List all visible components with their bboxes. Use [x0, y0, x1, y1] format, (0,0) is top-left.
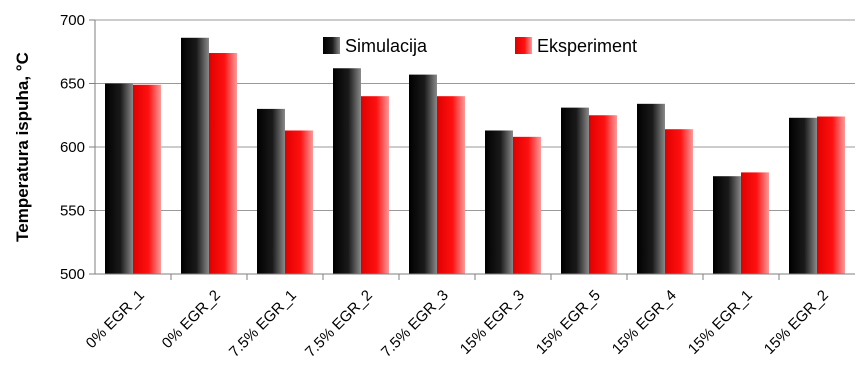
- x-tick-label: 7.5% EGR_1: [226, 287, 300, 361]
- x-tick-label: 7.5% EGR_2: [302, 287, 376, 361]
- bar-simulacija-3: [333, 68, 361, 274]
- y-axis-label: Temperatura ispuha, °C: [13, 52, 32, 242]
- bar-eksperiment-6: [589, 115, 617, 274]
- bar-simulacija-4: [409, 75, 437, 274]
- bar-simulacija-7: [637, 104, 665, 274]
- bar-simulacija-9: [789, 118, 817, 274]
- x-tick-label: 15% EGR_5: [533, 287, 604, 358]
- bar-eksperiment-7: [665, 129, 693, 274]
- bar-eksperiment-9: [817, 117, 845, 274]
- x-tick-label: 15% EGR_3: [457, 287, 528, 358]
- bar-simulacija-6: [561, 108, 589, 274]
- legend-label-eksperiment: Eksperiment: [537, 36, 637, 56]
- legend-swatch-simulacija: [323, 37, 340, 54]
- y-tick-label: 600: [60, 139, 85, 156]
- y-tick-labels: 500 550 600 650 700: [60, 12, 85, 283]
- bar-simulacija-1: [181, 38, 209, 274]
- legend-swatch-eksperiment: [515, 37, 532, 54]
- y-tick-label: 500: [60, 266, 85, 283]
- x-tick-label: 0% EGR_2: [159, 287, 224, 352]
- bar-simulacija-5: [485, 130, 513, 274]
- legend-label-simulacija: Simulacija: [345, 36, 428, 56]
- bar-simulacija-8: [713, 176, 741, 274]
- x-tick-label: 15% EGR_4: [609, 287, 680, 358]
- y-tick-label: 550: [60, 203, 85, 220]
- bar-eksperiment-2: [285, 130, 313, 274]
- bar-eksperiment-3: [361, 96, 389, 274]
- x-tick-label: 15% EGR_2: [761, 287, 832, 358]
- y-tick-label: 650: [60, 76, 85, 93]
- bar-simulacija-2: [257, 109, 285, 274]
- x-tick-label: 0% EGR_1: [83, 287, 148, 352]
- bar-eksperiment-0: [133, 85, 161, 274]
- x-tick-label: 15% EGR_1: [685, 287, 756, 358]
- bar-eksperiment-5: [513, 137, 541, 274]
- legend: Simulacija Eksperiment: [323, 36, 637, 56]
- bar-eksperiment-1: [209, 53, 237, 274]
- y-tick-label: 700: [60, 12, 85, 29]
- x-tick-labels: 0% EGR_1 0% EGR_2 7.5% EGR_1 7.5% EGR_2 7.5%…: [83, 287, 832, 361]
- bars: [105, 38, 845, 274]
- bar-simulacija-0: [105, 84, 133, 275]
- bar-eksperiment-4: [437, 96, 465, 274]
- bar-eksperiment-8: [741, 172, 769, 274]
- x-tick-label: 7.5% EGR_3: [378, 287, 452, 361]
